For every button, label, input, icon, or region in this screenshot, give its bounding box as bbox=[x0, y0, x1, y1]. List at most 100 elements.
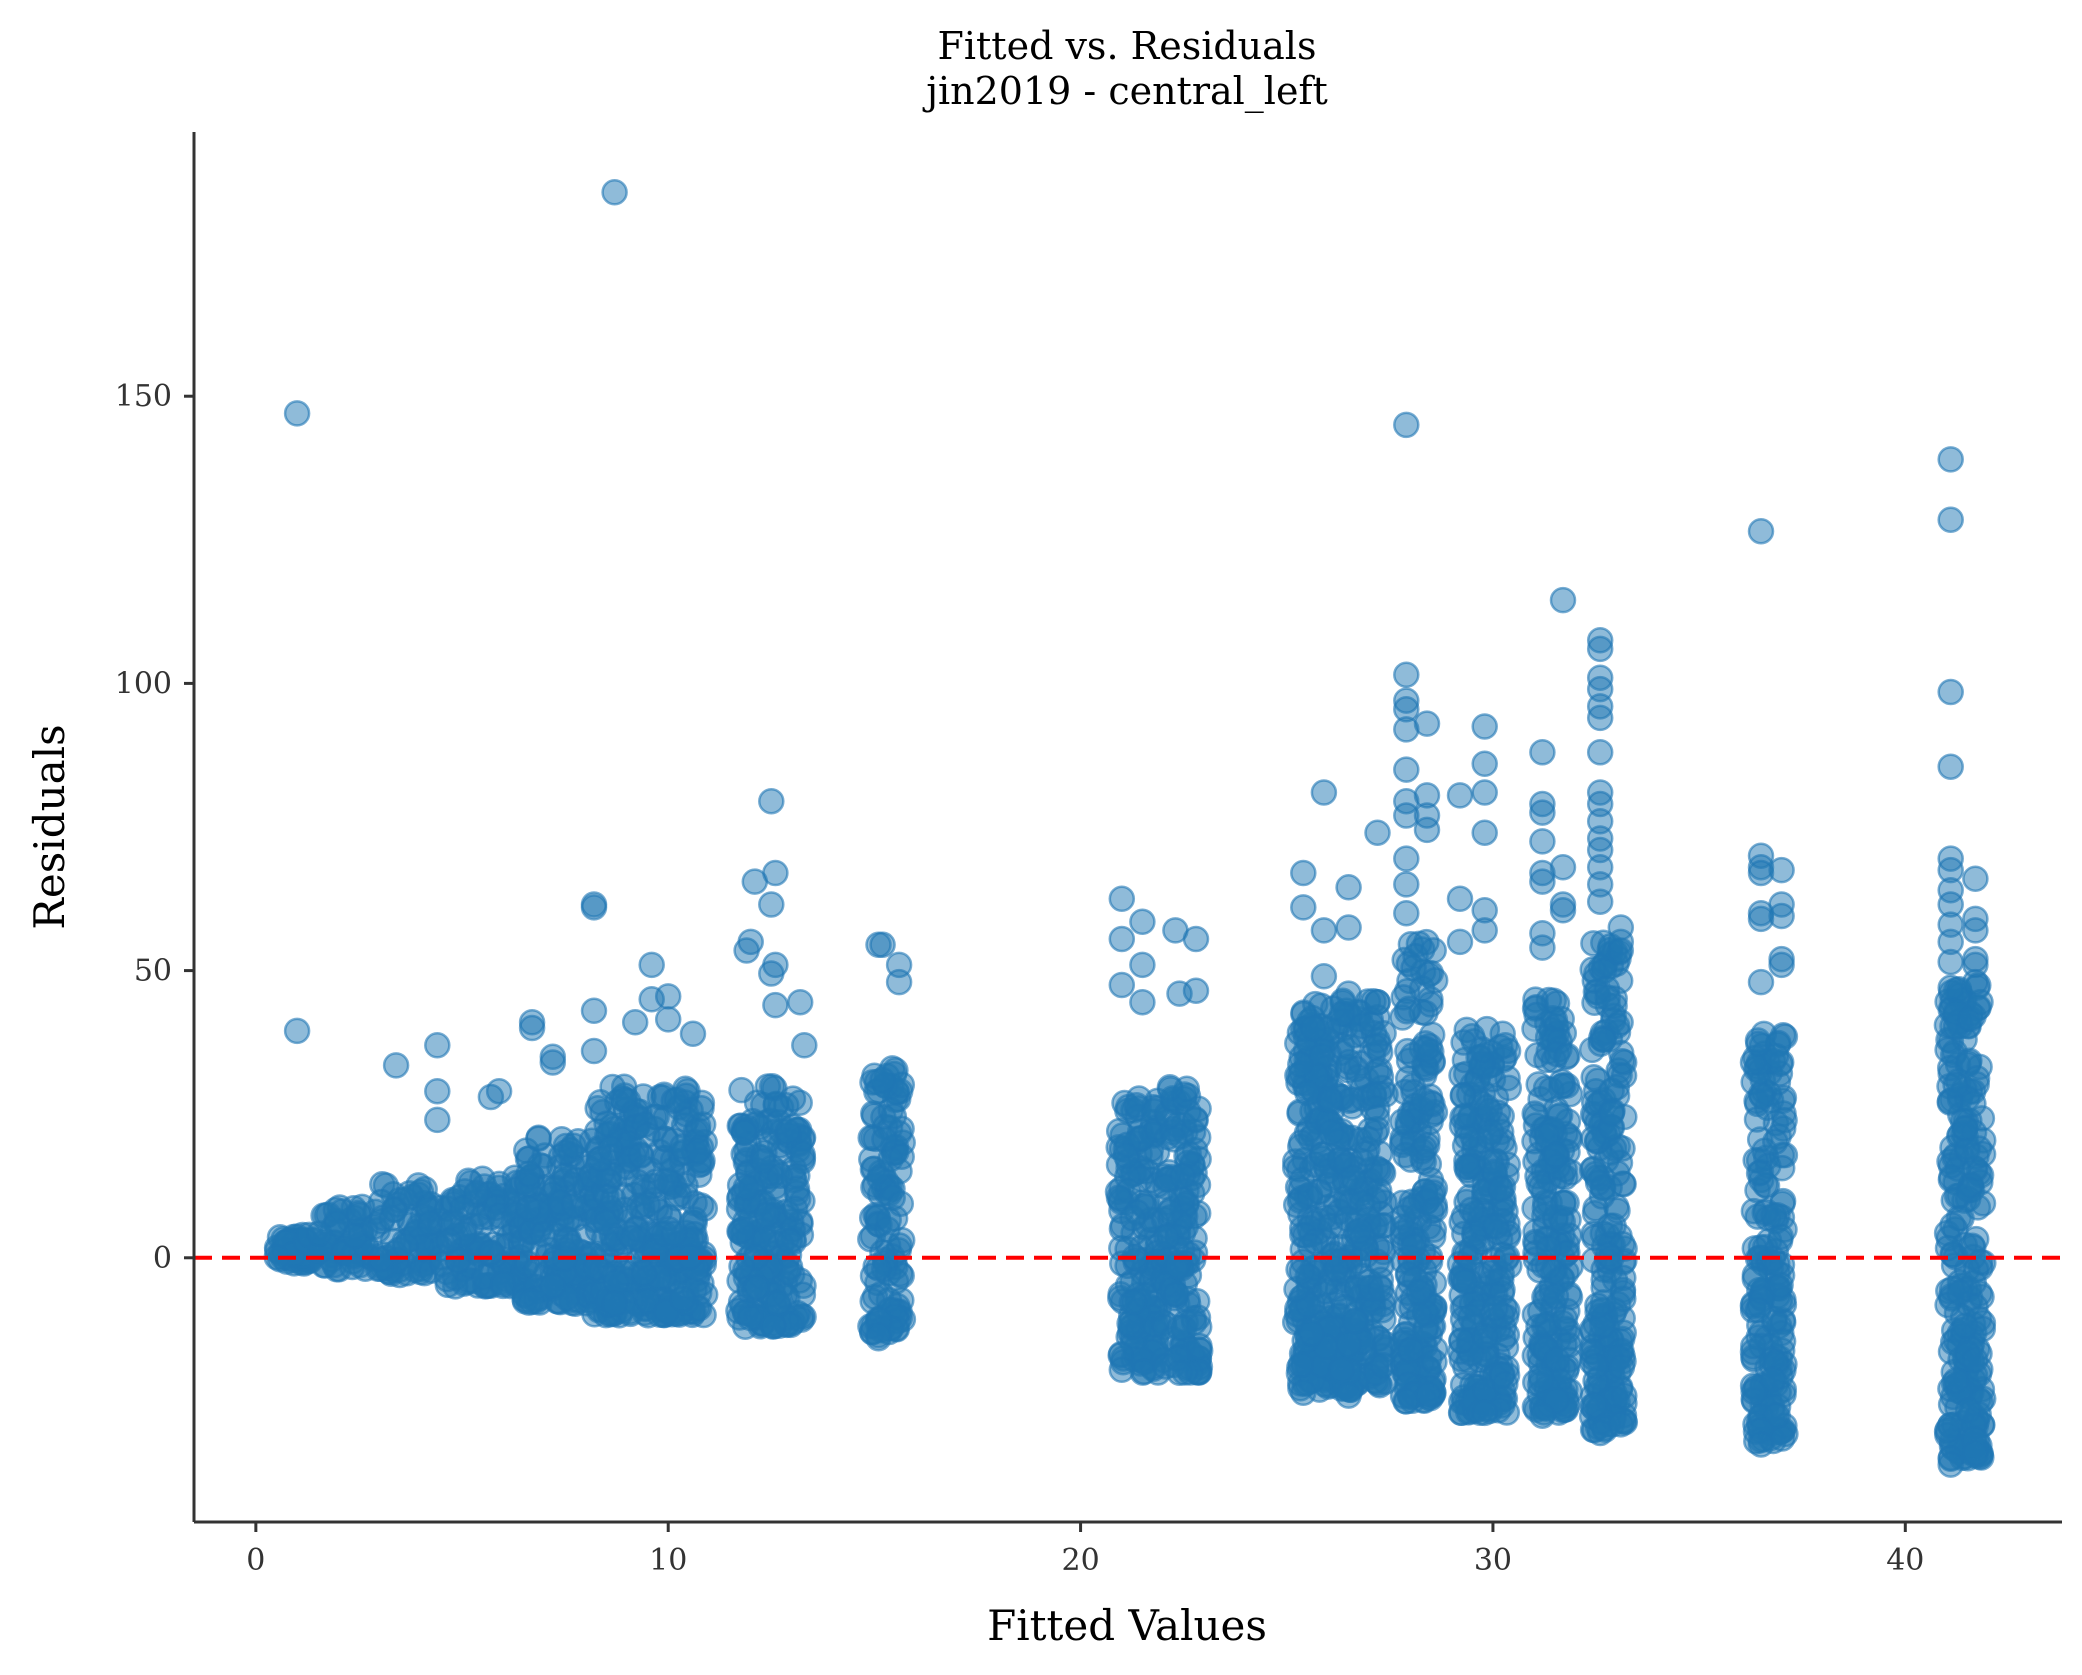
scatter-point bbox=[1946, 1279, 1973, 1306]
y-tick-label: 150 bbox=[115, 379, 172, 414]
scatter-point bbox=[776, 1227, 803, 1255]
x-axis-label: Fitted Values bbox=[987, 1601, 1267, 1650]
scatter-point bbox=[611, 1086, 638, 1113]
scatter-point bbox=[1448, 1327, 1475, 1354]
scatter-point bbox=[1969, 1190, 1997, 1217]
outlier-point bbox=[539, 1049, 567, 1076]
scatter-point bbox=[880, 1102, 908, 1130]
scatter-point bbox=[1341, 1307, 1369, 1334]
scatter-point bbox=[1598, 1100, 1625, 1127]
x-axis-ticks: 0 10 20 30 40 bbox=[246, 1522, 1924, 1578]
scatter-point bbox=[1400, 1232, 1427, 1260]
scatter-point bbox=[1370, 1306, 1397, 1333]
scatter-point bbox=[1584, 1292, 1611, 1319]
scatter-point bbox=[789, 1141, 816, 1168]
outlier-point bbox=[1310, 779, 1338, 806]
outlier-point bbox=[580, 1037, 608, 1065]
scatter-point bbox=[660, 1220, 688, 1247]
outlier-point bbox=[1108, 925, 1136, 953]
scatter-point bbox=[1164, 1252, 1191, 1280]
scatter-point bbox=[515, 1160, 542, 1188]
scatter-point bbox=[669, 1285, 696, 1313]
scatter-point bbox=[871, 1126, 898, 1153]
x-tick-label: 30 bbox=[1474, 1543, 1512, 1578]
scatter-point bbox=[691, 1195, 719, 1222]
scatter-point bbox=[1451, 1102, 1479, 1130]
scatter-point bbox=[1611, 1382, 1638, 1409]
scatter-point bbox=[766, 1162, 794, 1190]
scatter-point bbox=[1554, 1042, 1581, 1069]
outlier-point bbox=[1108, 885, 1136, 913]
scatter-point bbox=[1288, 1129, 1315, 1156]
outlier-point bbox=[1586, 704, 1614, 732]
outlier-point bbox=[1471, 750, 1498, 778]
outlier-point bbox=[424, 1077, 451, 1105]
y-tick-label: 50 bbox=[134, 954, 172, 989]
scatter-point bbox=[306, 1220, 333, 1247]
scatter-point bbox=[392, 1232, 419, 1260]
scatter-point bbox=[1345, 1063, 1372, 1091]
scatter-point bbox=[728, 1076, 755, 1104]
scatter-point bbox=[728, 1253, 755, 1280]
outlier-point bbox=[1549, 897, 1577, 924]
scatter-point bbox=[688, 1095, 715, 1122]
outlier-point bbox=[1492, 1032, 1519, 1059]
outlier-point bbox=[1747, 1431, 1775, 1458]
scatter-point bbox=[1542, 1282, 1570, 1310]
scatter-point bbox=[774, 1118, 802, 1145]
scatter-point bbox=[1335, 1033, 1363, 1061]
scatter-point bbox=[1743, 1106, 1771, 1133]
outlier-point bbox=[1529, 828, 1556, 855]
outlier-point bbox=[1768, 902, 1795, 930]
scatter-point bbox=[593, 1110, 620, 1137]
scatter-point bbox=[1551, 1305, 1579, 1333]
outlier-point bbox=[1290, 894, 1317, 921]
outlier-point bbox=[1471, 713, 1498, 740]
scatter-point bbox=[525, 1124, 552, 1151]
outlier-point bbox=[1529, 868, 1556, 895]
x-tick-label: 40 bbox=[1886, 1543, 1924, 1578]
scatter-point bbox=[1939, 1212, 1966, 1239]
scatter-point bbox=[1760, 1202, 1788, 1229]
outlier-point bbox=[1962, 865, 1989, 892]
scatter-point bbox=[1288, 1258, 1316, 1285]
scatter-point bbox=[600, 1186, 627, 1213]
scatter-point bbox=[1116, 1310, 1143, 1337]
scatter-point bbox=[339, 1253, 366, 1281]
outlier-point bbox=[1471, 819, 1498, 846]
scatter-point bbox=[1392, 1141, 1419, 1169]
scatter-point bbox=[1549, 1208, 1577, 1235]
outlier-point bbox=[1310, 917, 1338, 944]
scatter-point bbox=[1521, 1015, 1548, 1043]
scatter-point bbox=[749, 1147, 777, 1175]
outlier-point bbox=[1549, 853, 1577, 881]
outlier-point bbox=[1393, 661, 1420, 689]
outlier-point bbox=[1747, 968, 1775, 996]
x-tick-label: 0 bbox=[246, 1543, 265, 1578]
scatter-point bbox=[1762, 1128, 1789, 1155]
outlier-point bbox=[1393, 1388, 1420, 1415]
scatter-point bbox=[1405, 1278, 1433, 1306]
scatter-point bbox=[1521, 1100, 1548, 1127]
outlier-point bbox=[1471, 1399, 1498, 1427]
outlier-point bbox=[1492, 1370, 1519, 1398]
scatter-point bbox=[1542, 1141, 1569, 1169]
outlier-point bbox=[1393, 899, 1420, 927]
scatter-point bbox=[1415, 1381, 1442, 1409]
outlier-point bbox=[1393, 845, 1420, 872]
scatter-point bbox=[1163, 1281, 1190, 1308]
scatter-point bbox=[684, 1137, 712, 1164]
scatter-point bbox=[478, 1239, 505, 1266]
scatter-point bbox=[1963, 1064, 1991, 1092]
outlier-point bbox=[580, 997, 608, 1025]
outlier-point bbox=[1182, 977, 1210, 1004]
chart-title: Fitted vs. Residuals bbox=[938, 24, 1317, 68]
outlier-point bbox=[1129, 988, 1156, 1016]
scatter-point bbox=[518, 1288, 545, 1316]
scatter-point bbox=[1120, 1288, 1148, 1316]
outlier-point bbox=[1586, 635, 1614, 663]
scatter-point bbox=[888, 1143, 915, 1171]
outlier-point bbox=[601, 179, 628, 206]
scatter-point bbox=[1745, 1159, 1773, 1187]
y-axis-ticks: 0 50 100 150 bbox=[115, 379, 194, 1276]
